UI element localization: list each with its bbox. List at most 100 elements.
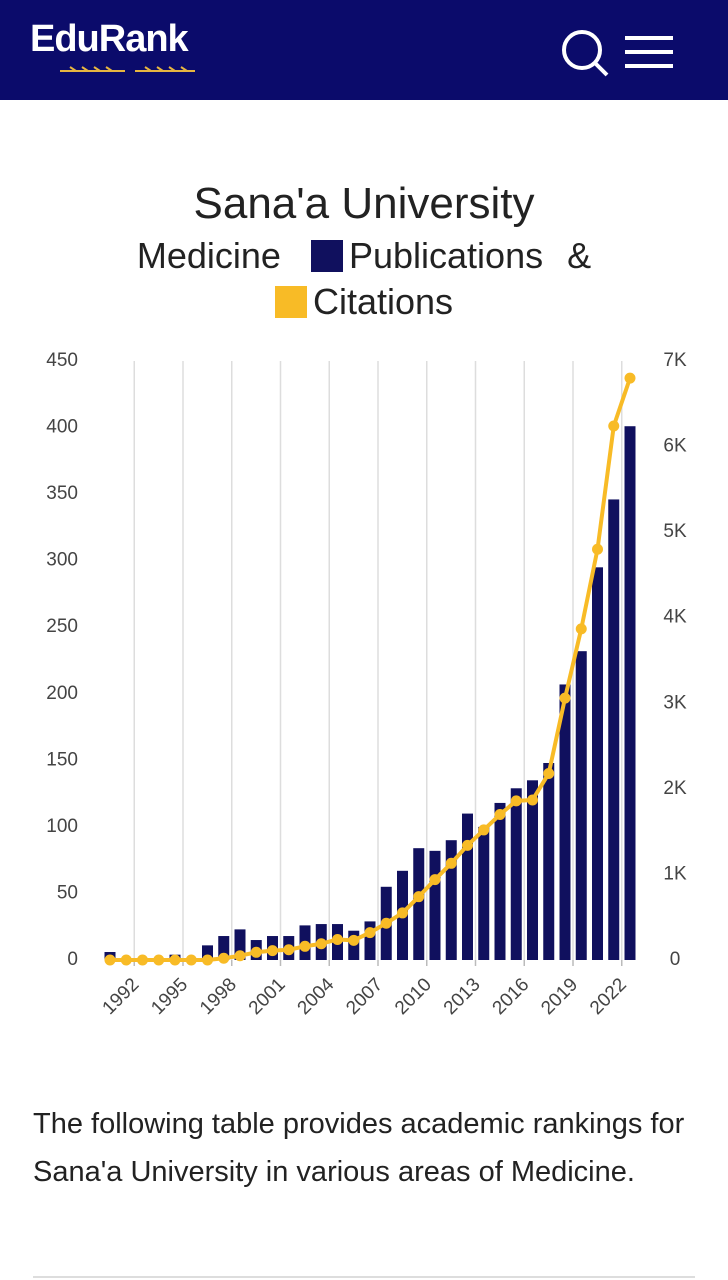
point (299, 940, 311, 952)
y-tick-label: 450 (46, 350, 78, 371)
header: EduRank (0, 0, 728, 100)
y-tick-label: 350 (46, 483, 78, 504)
point (462, 839, 473, 851)
y-tick-label: 250 (46, 616, 78, 637)
x-tick-label: 2007 (342, 974, 387, 1019)
bar (575, 651, 587, 960)
point (380, 917, 392, 929)
y2-tick-label: 6K (663, 436, 687, 457)
chart-header: Sana'a University Medicine Publications … (0, 175, 728, 325)
chart: 1992 1995 1998 2001 2004 2007 2010 2013 2016 2019… (46, 350, 687, 1019)
bar (364, 921, 376, 960)
legend-swatch (310, 240, 343, 272)
point (575, 623, 587, 635)
y-tick-label: 400 (46, 417, 78, 438)
point (169, 954, 181, 966)
x-tick-label: 2004 (294, 974, 339, 1019)
point (624, 372, 636, 384)
point (234, 950, 246, 962)
bar (478, 826, 490, 960)
legend-joiner: & (567, 235, 592, 276)
point (153, 954, 165, 966)
x-tick-label: 1998 (196, 974, 241, 1019)
bar (202, 945, 213, 960)
point (413, 891, 425, 903)
bar (527, 780, 538, 960)
x-tick-label: 2022 (586, 974, 631, 1019)
bar (543, 762, 555, 960)
bar (494, 802, 506, 960)
point (397, 907, 408, 919)
point (478, 824, 490, 836)
point (592, 543, 603, 555)
point (608, 420, 620, 432)
point (510, 795, 522, 807)
y2-tick-label: 4K (663, 607, 687, 628)
point (364, 927, 376, 939)
header-icons (60, 30, 673, 77)
bar (608, 499, 620, 960)
bar (592, 567, 603, 960)
laurel (60, 66, 195, 72)
bar (429, 850, 441, 960)
bar (624, 426, 636, 960)
point (283, 944, 295, 956)
x-tick-label: 2019 (537, 974, 582, 1019)
bar (234, 929, 246, 960)
y-tick-label: 50 (57, 882, 78, 903)
chart-title: Sana'a University (193, 179, 535, 228)
point (315, 938, 327, 950)
y-tick-label: 200 (46, 683, 78, 704)
point (559, 692, 571, 704)
y-tick-label: 100 (46, 816, 78, 837)
point (218, 952, 230, 964)
y2-tick-label: 1K (663, 863, 687, 884)
x-tick-label: 2013 (440, 974, 485, 1019)
point (445, 857, 457, 869)
logo[interactable]: EduRank (30, 18, 189, 60)
bar (445, 840, 457, 960)
point (494, 809, 506, 821)
point (120, 954, 132, 966)
point (527, 794, 538, 806)
divider (33, 1276, 695, 1278)
chart-subtitle: Medicine (136, 235, 281, 276)
point (267, 945, 278, 957)
bar (462, 813, 473, 960)
y-tick-label: 150 (46, 749, 78, 770)
point (104, 954, 116, 966)
bar (413, 848, 425, 960)
description: The following table provides academic ra… (33, 1108, 685, 1188)
y2-tick-label: 7K (663, 350, 687, 371)
point (348, 934, 360, 946)
x-tick-label: 1992 (99, 974, 144, 1019)
x-tick-label: 2001 (245, 974, 290, 1019)
y2-tick-label: 5K (663, 521, 687, 542)
x-tick-label: 2010 (391, 974, 436, 1019)
x-tick-label: 1995 (147, 974, 192, 1019)
y2-tick-label: 3K (663, 692, 687, 713)
bar (559, 684, 571, 960)
y-tick-label: 300 (46, 550, 78, 571)
y2-tick-label: 0 (670, 949, 681, 970)
menu-icon[interactable] (625, 36, 673, 68)
y2-tick-label: 2K (663, 778, 687, 799)
bar (218, 936, 230, 960)
legend-swatch (274, 286, 307, 318)
point (543, 767, 555, 779)
x-tick-label: 2016 (489, 974, 534, 1019)
legend-row: Citations (0, 279, 728, 325)
point (429, 874, 441, 886)
search-icon[interactable] (562, 30, 609, 77)
point (202, 954, 213, 966)
y-tick-label: 0 (67, 949, 78, 970)
point (137, 954, 148, 966)
point (185, 954, 197, 966)
legend-row: Medicine Publications & (0, 233, 728, 279)
legend-label: Publications (348, 235, 544, 276)
legend-label: Citations (312, 281, 454, 322)
bar (510, 788, 522, 960)
point (332, 933, 343, 945)
point (250, 946, 262, 958)
